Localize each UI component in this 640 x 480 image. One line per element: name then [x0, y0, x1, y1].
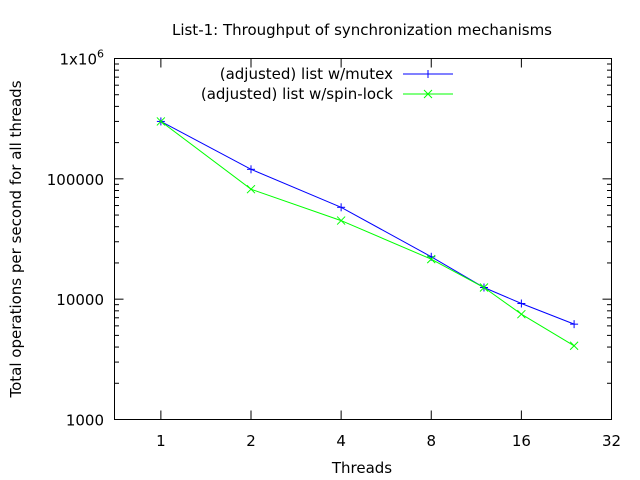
- series-line: [160, 121, 575, 347]
- plus-marker: [570, 320, 579, 329]
- legend-label: (adjusted) list w/mutex: [220, 65, 393, 83]
- plus-marker: [247, 165, 256, 174]
- y-axis-label: Total operations per second for all thre…: [7, 80, 25, 398]
- plus-marker: [517, 299, 526, 308]
- x-tick-label: 4: [336, 432, 346, 450]
- x-axis-label: Threads: [331, 459, 392, 477]
- cross-marker: [156, 117, 166, 126]
- cross-marker: [517, 309, 526, 319]
- plus-marker: [337, 203, 346, 212]
- series-mutex: [156, 117, 579, 329]
- legend: (adjusted) list w/mutex (adjusted) list w…: [201, 65, 453, 103]
- y-tick-label: 100000: [47, 171, 104, 189]
- plus-marker: [424, 70, 432, 78]
- y-tick-label: 1x106: [59, 48, 104, 69]
- cross-marker: [423, 89, 433, 99]
- cross-marker: [569, 341, 579, 351]
- cross-marker: [426, 254, 436, 264]
- x-tick-label: 8: [426, 432, 436, 450]
- x-tick-label: 32: [602, 432, 621, 450]
- plot-frame: [114, 58, 612, 420]
- y-tick-label: 10000: [56, 291, 104, 309]
- y-tick-label: 1000: [66, 412, 104, 430]
- x-tick-label: 16: [512, 432, 531, 450]
- chart-title: List-1: Throughput of synchronization me…: [172, 21, 552, 39]
- cross-marker: [246, 184, 256, 194]
- legend-label: (adjusted) list w/spin-lock: [201, 85, 393, 103]
- y-axis: 1000 10000 100000 1x106: [47, 48, 612, 430]
- series-line: [160, 120, 575, 325]
- series-layer: [156, 117, 579, 351]
- x-tick-label: 2: [246, 432, 256, 450]
- cross-marker: [336, 216, 346, 225]
- x-axis: 1 2 4 8 16 32: [156, 58, 621, 450]
- cross-marker: [479, 283, 489, 292]
- series-spin-lock: [156, 117, 579, 351]
- x-tick-label: 1: [156, 432, 166, 450]
